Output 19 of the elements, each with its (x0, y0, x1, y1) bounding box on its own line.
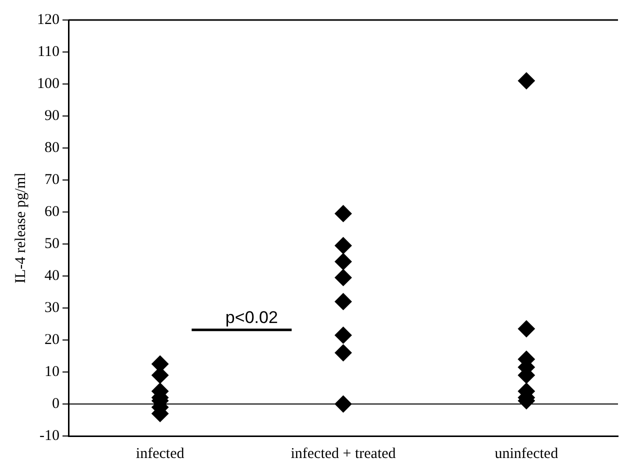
y-tick-label: 110 (38, 44, 60, 60)
y-axis-title: IL-4 release pg/ml (12, 172, 29, 284)
y-tick-label: 50 (44, 236, 60, 252)
y-tick-label: -10 (40, 428, 60, 444)
y-tick-label: 10 (44, 364, 60, 380)
x-tick-label: infected + treated (290, 446, 396, 462)
y-tick-label: 120 (37, 12, 60, 28)
x-tick-label: uninfected (494, 446, 559, 462)
y-tick-label: 60 (44, 204, 60, 220)
y-tick-label: 100 (37, 76, 60, 92)
y-tick-label: 80 (44, 140, 60, 156)
y-tick-label: 20 (44, 332, 60, 348)
x-tick-label: infected (136, 446, 185, 462)
y-tick-label: 40 (44, 268, 60, 284)
y-tick-label: 70 (44, 172, 60, 188)
annotation: p<0.02 (225, 308, 278, 328)
y-tick-label: 90 (44, 108, 60, 124)
y-tick-label: 30 (44, 300, 60, 316)
y-tick-label: 0 (52, 396, 60, 412)
